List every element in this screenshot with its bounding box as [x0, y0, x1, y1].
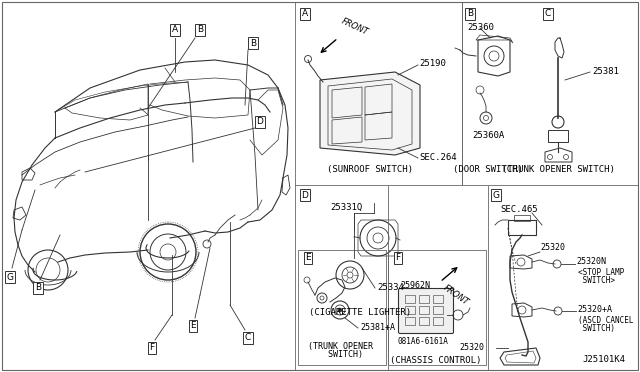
Bar — [433, 317, 443, 325]
Bar — [298, 250, 386, 365]
Text: (ASCD CANCEL: (ASCD CANCEL — [578, 316, 634, 325]
Text: G: G — [493, 190, 499, 199]
Text: <STOP LAMP: <STOP LAMP — [578, 268, 624, 277]
Text: 25331Q: 25331Q — [330, 202, 362, 212]
Text: E: E — [190, 321, 196, 330]
Text: 25381+A: 25381+A — [360, 324, 395, 333]
Bar — [419, 306, 429, 314]
Text: 25320: 25320 — [459, 343, 484, 353]
Bar — [405, 295, 415, 303]
Bar — [514, 215, 530, 221]
Text: B: B — [197, 26, 203, 35]
Text: C: C — [545, 10, 551, 19]
Text: SWITCH): SWITCH) — [578, 324, 615, 333]
Text: FRONT: FRONT — [442, 283, 470, 307]
Text: 25962N: 25962N — [400, 280, 430, 289]
Text: 25360: 25360 — [467, 22, 494, 32]
Text: (SUNROOF SWITCH): (SUNROOF SWITCH) — [327, 165, 413, 174]
Text: 25334: 25334 — [377, 283, 404, 292]
Text: G: G — [6, 273, 13, 282]
Text: A: A — [172, 26, 178, 35]
Text: 25320+A: 25320+A — [577, 305, 612, 314]
Bar — [433, 295, 443, 303]
Bar — [508, 220, 536, 235]
Text: (CHASSIS CONTROL): (CHASSIS CONTROL) — [390, 356, 482, 365]
Text: 081A6-6161A: 081A6-6161A — [398, 337, 449, 346]
Polygon shape — [320, 72, 420, 155]
Text: SWITCH>: SWITCH> — [578, 276, 615, 285]
Bar — [405, 306, 415, 314]
Text: F: F — [149, 343, 155, 353]
Text: FRONT: FRONT — [340, 17, 370, 37]
Bar — [548, 130, 568, 142]
Bar — [388, 250, 486, 365]
Text: C: C — [245, 334, 251, 343]
Text: SEC.465: SEC.465 — [500, 205, 538, 215]
Text: J25101K4: J25101K4 — [582, 355, 625, 364]
Bar — [405, 317, 415, 325]
Text: 25190: 25190 — [419, 60, 446, 68]
Text: 25381: 25381 — [592, 67, 619, 77]
Text: F: F — [396, 253, 401, 263]
FancyBboxPatch shape — [399, 289, 454, 334]
Text: E: E — [305, 253, 311, 263]
Text: (CIGARETTE LIGHTER): (CIGARETTE LIGHTER) — [309, 308, 411, 317]
Circle shape — [338, 308, 342, 312]
Text: B: B — [467, 10, 473, 19]
Bar — [433, 306, 443, 314]
Text: B: B — [35, 283, 41, 292]
Bar — [419, 317, 429, 325]
Text: 25360A: 25360A — [472, 131, 504, 140]
Text: 25320N: 25320N — [576, 257, 606, 266]
Text: (TRUNK OPENER: (TRUNK OPENER — [307, 342, 372, 351]
Text: (DOOR SWITCH): (DOOR SWITCH) — [453, 165, 523, 174]
Text: SEC.264: SEC.264 — [419, 154, 456, 163]
Text: D: D — [257, 118, 264, 126]
Bar — [419, 295, 429, 303]
Text: (TRUNK OPENER SWITCH): (TRUNK OPENER SWITCH) — [502, 165, 614, 174]
Text: 25320: 25320 — [540, 244, 565, 253]
Text: SWITCH): SWITCH) — [317, 350, 362, 359]
Text: D: D — [301, 190, 308, 199]
Text: A: A — [302, 10, 308, 19]
Text: B: B — [250, 38, 256, 48]
